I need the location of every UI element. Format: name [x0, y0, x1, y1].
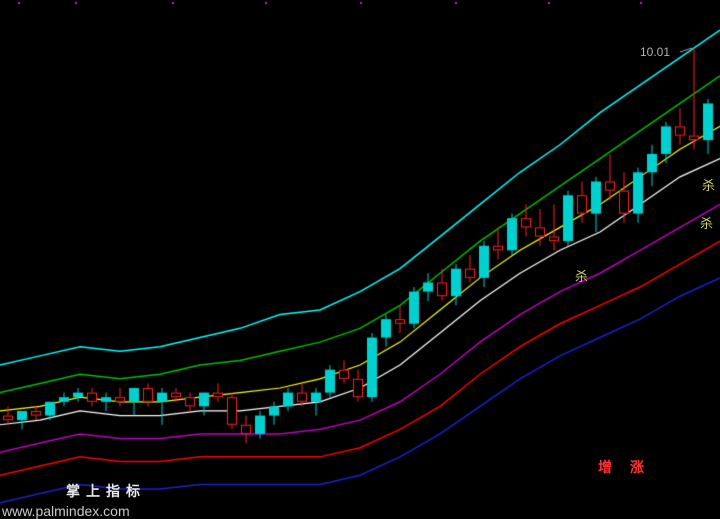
watermark-title: 掌上指标: [66, 481, 146, 501]
annotation-label: 杀: [700, 213, 713, 232]
watermark-url: www.palmindex.com: [2, 503, 130, 519]
annotation-label: 杀: [702, 175, 715, 194]
candlestick-chart: [0, 0, 720, 519]
annotation-label: 杀: [575, 266, 588, 285]
status-text: 增涨: [598, 457, 662, 477]
time-label: 10.01: [640, 45, 670, 59]
